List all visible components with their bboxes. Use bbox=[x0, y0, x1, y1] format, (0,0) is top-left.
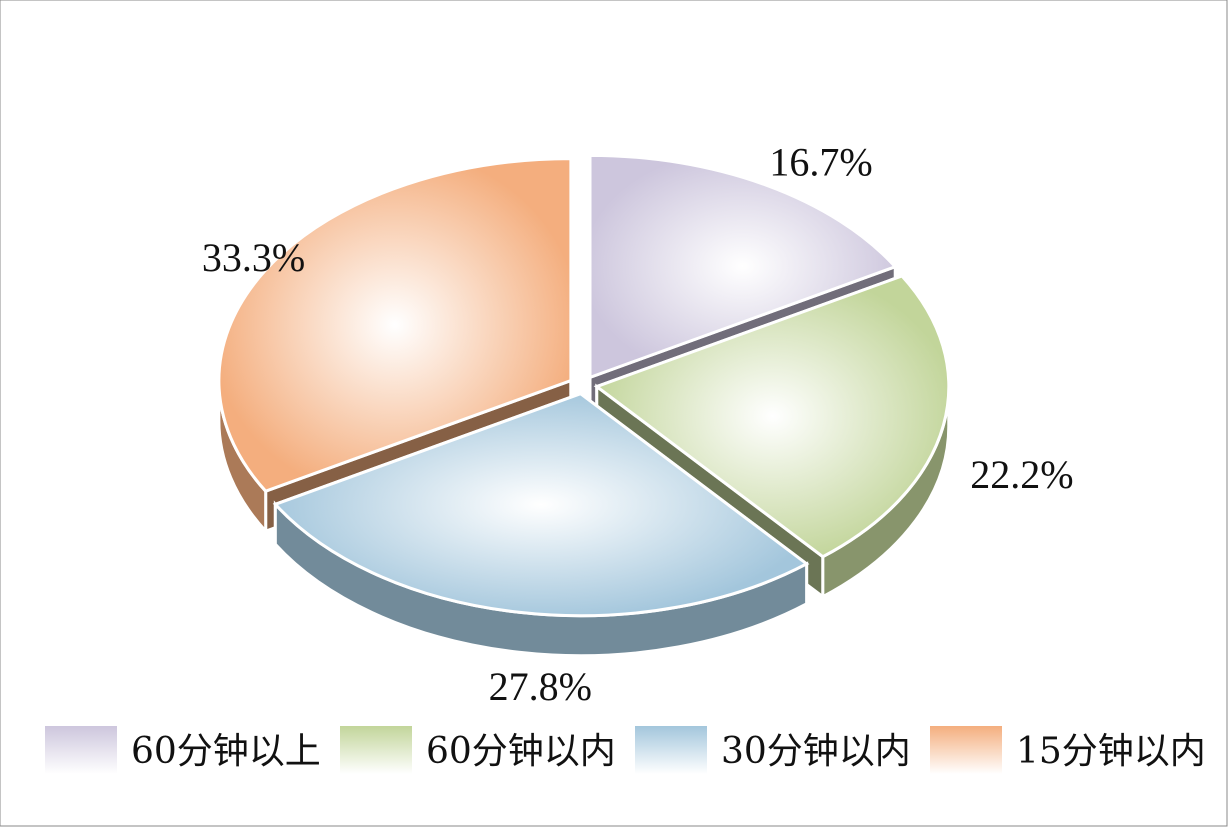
pie-slice bbox=[593, 274, 951, 559]
legend-label: 60分钟以上 bbox=[131, 731, 321, 772]
pie-slice bbox=[272, 392, 810, 618]
pie-slice bbox=[217, 157, 573, 493]
legend-swatch bbox=[45, 726, 117, 774]
legend-swatch bbox=[930, 726, 1002, 774]
value-label: 33.3% bbox=[202, 235, 305, 280]
legend-label: 15分钟以内 bbox=[1016, 731, 1206, 772]
value-label: 27.8% bbox=[489, 664, 592, 709]
value-label: 22.2% bbox=[970, 452, 1073, 497]
legend-label: 60分钟以内 bbox=[426, 731, 616, 772]
legend-swatch bbox=[635, 726, 707, 774]
pie-slice bbox=[588, 153, 898, 380]
legend-swatch bbox=[340, 726, 412, 774]
legend-label: 30分钟以内 bbox=[721, 731, 911, 772]
value-label: 16.7% bbox=[769, 139, 872, 184]
